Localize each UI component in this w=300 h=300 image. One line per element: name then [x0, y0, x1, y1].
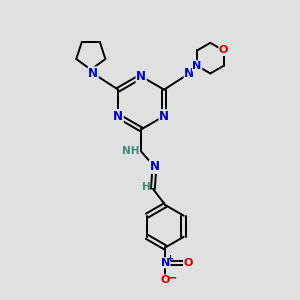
- Text: N: N: [193, 61, 202, 71]
- Text: N: N: [136, 70, 146, 83]
- Text: +: +: [166, 254, 173, 263]
- Text: −: −: [167, 272, 177, 285]
- Text: NH: NH: [122, 146, 140, 157]
- Text: N: N: [88, 67, 98, 80]
- Text: N: N: [149, 160, 159, 173]
- Text: H: H: [142, 182, 151, 192]
- Text: N: N: [161, 258, 170, 268]
- Text: O: O: [219, 46, 228, 56]
- Text: N: N: [113, 110, 123, 123]
- Text: N: N: [184, 67, 194, 80]
- Text: O: O: [184, 258, 193, 268]
- Text: N: N: [159, 110, 169, 123]
- Text: O: O: [160, 275, 170, 285]
